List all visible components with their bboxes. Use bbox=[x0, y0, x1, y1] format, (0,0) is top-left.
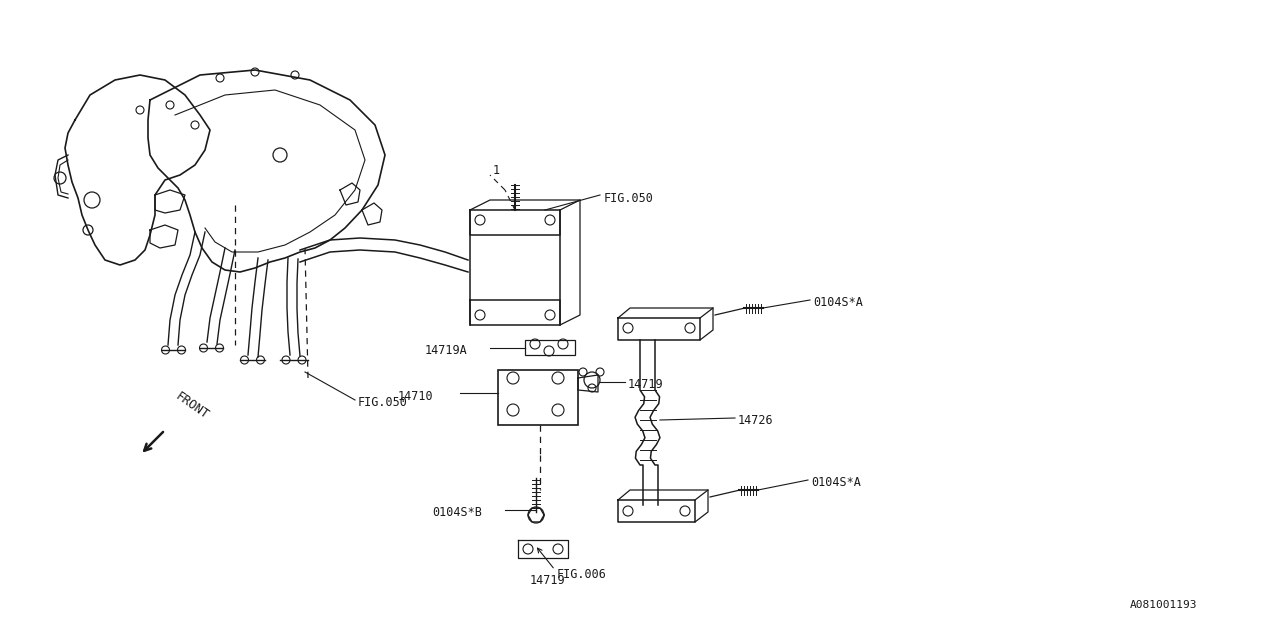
Text: 14719: 14719 bbox=[628, 378, 663, 392]
Text: 0104S*B: 0104S*B bbox=[433, 506, 481, 520]
Text: 0104S*A: 0104S*A bbox=[813, 296, 863, 310]
Bar bbox=[498, 370, 579, 425]
Text: 1: 1 bbox=[493, 163, 500, 177]
Bar bbox=[525, 340, 575, 355]
Text: 14710: 14710 bbox=[398, 390, 434, 403]
Text: 14719A: 14719A bbox=[425, 344, 467, 358]
Text: 14726: 14726 bbox=[739, 415, 773, 428]
Text: FIG.050: FIG.050 bbox=[604, 191, 654, 205]
Text: FIG.006: FIG.006 bbox=[557, 568, 607, 582]
Text: 0104S*A: 0104S*A bbox=[812, 477, 861, 490]
Text: FRONT: FRONT bbox=[173, 390, 211, 422]
Text: A081001193: A081001193 bbox=[1130, 600, 1198, 610]
Text: FIG.050: FIG.050 bbox=[358, 397, 408, 410]
Text: 14719: 14719 bbox=[530, 573, 566, 586]
